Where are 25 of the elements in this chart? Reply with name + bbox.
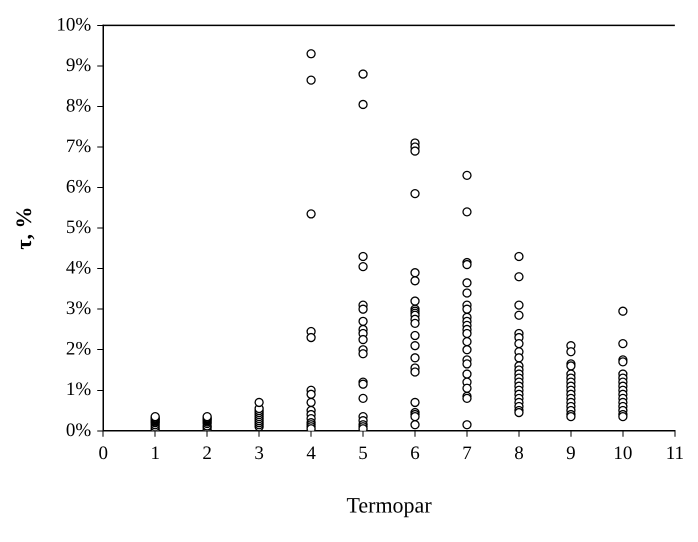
y-tick-label: 0% <box>66 420 92 441</box>
x-tick-label: 6 <box>410 443 420 464</box>
x-axis-title: Termopar <box>346 492 432 518</box>
x-tick-label: 10 <box>613 443 632 464</box>
y-axis-title: τ, % <box>10 206 36 250</box>
y-tick-label: 1% <box>66 379 92 400</box>
x-tick-label: 1 <box>150 443 160 464</box>
x-tick-label: 2 <box>202 443 212 464</box>
x-tick-label: 11 <box>666 443 684 464</box>
y-tick-label: 4% <box>66 258 92 279</box>
y-tick-label: 5% <box>66 217 92 238</box>
x-tick-label: 9 <box>566 443 576 464</box>
x-tick-label: 3 <box>254 443 264 464</box>
y-tick-label: 9% <box>66 54 92 76</box>
y-tick-label: 10% <box>56 14 92 36</box>
y-tick-label: 2% <box>66 338 92 360</box>
x-tick-label: 4 <box>306 443 316 464</box>
y-tick-label: 8% <box>66 95 92 116</box>
x-tick-label: 0 <box>98 443 108 464</box>
x-tick-label: 7 <box>462 443 472 464</box>
y-tick-label: 6% <box>66 176 92 198</box>
y-tick-label: 7% <box>66 136 92 158</box>
x-tick-label: 5 <box>358 443 368 464</box>
y-tick-label: 3% <box>66 298 92 320</box>
x-tick-label: 8 <box>514 443 524 464</box>
